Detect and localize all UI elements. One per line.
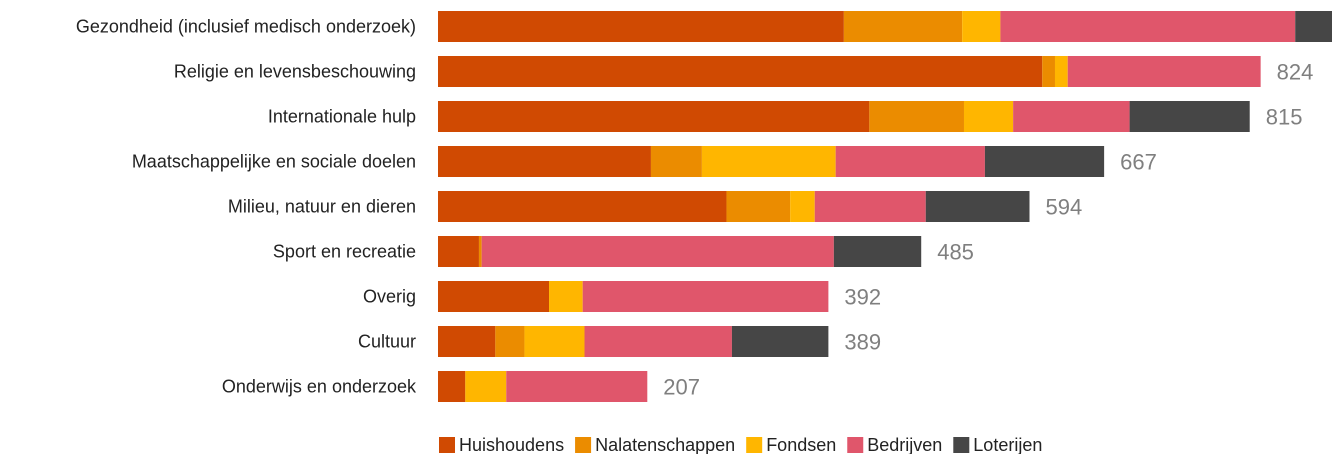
- bar-segment-nalatenschappen: [478, 236, 482, 267]
- legend-label: Bedrijven: [867, 435, 942, 454]
- bar-segment-huishoudens: [438, 101, 870, 132]
- bar-segment-bedrijven: [1000, 11, 1296, 42]
- bar-segment-bedrijven: [506, 371, 648, 402]
- category-label: Gezondheid (inclusief medisch onderzoek): [76, 17, 416, 37]
- bar-segment-huishoudens: [438, 146, 651, 177]
- total-label: 824: [1277, 60, 1314, 85]
- bar-segment-nalatenschappen: [869, 101, 964, 132]
- total-labels: 908824815667594485392389207: [663, 60, 1314, 400]
- total-label: 594: [1046, 195, 1083, 220]
- bar-segment-huishoudens: [438, 11, 844, 42]
- bar-segment-loterijen: [1295, 11, 1332, 42]
- legend-label: Loterijen: [973, 435, 1042, 454]
- category-label: Religie en levensbeschouwing: [174, 62, 416, 82]
- bar-segment-loterijen: [833, 236, 922, 267]
- total-label: 392: [844, 285, 881, 310]
- bar-segment-huishoudens: [438, 371, 466, 402]
- legend-label: Fondsen: [766, 435, 836, 454]
- bar-segment-huishoudens: [438, 281, 550, 312]
- legend-swatch: [439, 437, 455, 453]
- legend-swatch: [746, 437, 763, 453]
- bar-segment-bedrijven: [814, 191, 926, 222]
- bar-segment-nalatenschappen: [495, 326, 525, 357]
- bars: [438, 11, 1332, 402]
- bar-segment-huishoudens: [438, 56, 1043, 87]
- total-label: 485: [937, 240, 974, 265]
- bar-segment-bedrijven: [481, 236, 834, 267]
- legend-swatch: [847, 437, 864, 453]
- bar-segment-fondsen: [1054, 56, 1068, 87]
- total-label: 207: [663, 375, 700, 400]
- category-labels: Gezondheid (inclusief medisch onderzoek)…: [76, 17, 417, 397]
- bar-segment-nalatenschappen: [726, 191, 791, 222]
- bar-segment-loterijen: [731, 326, 829, 357]
- bar-segment-fondsen: [962, 11, 1001, 42]
- total-label: 389: [844, 330, 881, 355]
- bar-segment-bedrijven: [1013, 101, 1130, 132]
- legend-label: Nalatenschappen: [595, 435, 735, 454]
- category-label: Cultuur: [358, 332, 416, 352]
- category-label: Milieu, natuur en dieren: [228, 197, 416, 217]
- legend-swatch: [575, 437, 592, 453]
- bar-segment-loterijen: [1129, 101, 1250, 132]
- total-label: 815: [1266, 105, 1303, 130]
- category-label: Internationale hulp: [268, 107, 416, 127]
- bar-segment-loterijen: [925, 191, 1030, 222]
- bar-segment-nalatenschappen: [1042, 56, 1055, 87]
- bar-segment-bedrijven: [582, 281, 829, 312]
- bar-segment-fondsen: [549, 281, 583, 312]
- bar-segment-fondsen: [701, 146, 836, 177]
- bar-segment-bedrijven: [584, 326, 732, 357]
- category-label: Onderwijs en onderzoek: [222, 377, 417, 397]
- bar-segment-fondsen: [465, 371, 507, 402]
- bar-segment-fondsen: [524, 326, 585, 357]
- total-label: 667: [1120, 150, 1157, 175]
- bar-segment-fondsen: [790, 191, 815, 222]
- category-label: Maatschappelijke en sociale doelen: [132, 152, 416, 172]
- category-label: Sport en recreatie: [273, 242, 416, 262]
- bar-segment-loterijen: [984, 146, 1105, 177]
- bar-segment-huishoudens: [438, 191, 727, 222]
- bar-segment-bedrijven: [1067, 56, 1261, 87]
- bar-segment-huishoudens: [438, 326, 496, 357]
- legend-swatch: [953, 437, 970, 453]
- legend-label: Huishoudens: [459, 435, 564, 454]
- legend: Huishoudens Nalatenschappen Fondsen Bedrijv…: [439, 435, 1042, 454]
- bar-segment-nalatenschappen: [650, 146, 702, 177]
- category-label: Overig: [363, 287, 416, 307]
- bar-segment-nalatenschappen: [843, 11, 963, 42]
- bar-segment-bedrijven: [835, 146, 985, 177]
- bar-segment-fondsen: [963, 101, 1014, 132]
- bar-segment-huishoudens: [438, 236, 479, 267]
